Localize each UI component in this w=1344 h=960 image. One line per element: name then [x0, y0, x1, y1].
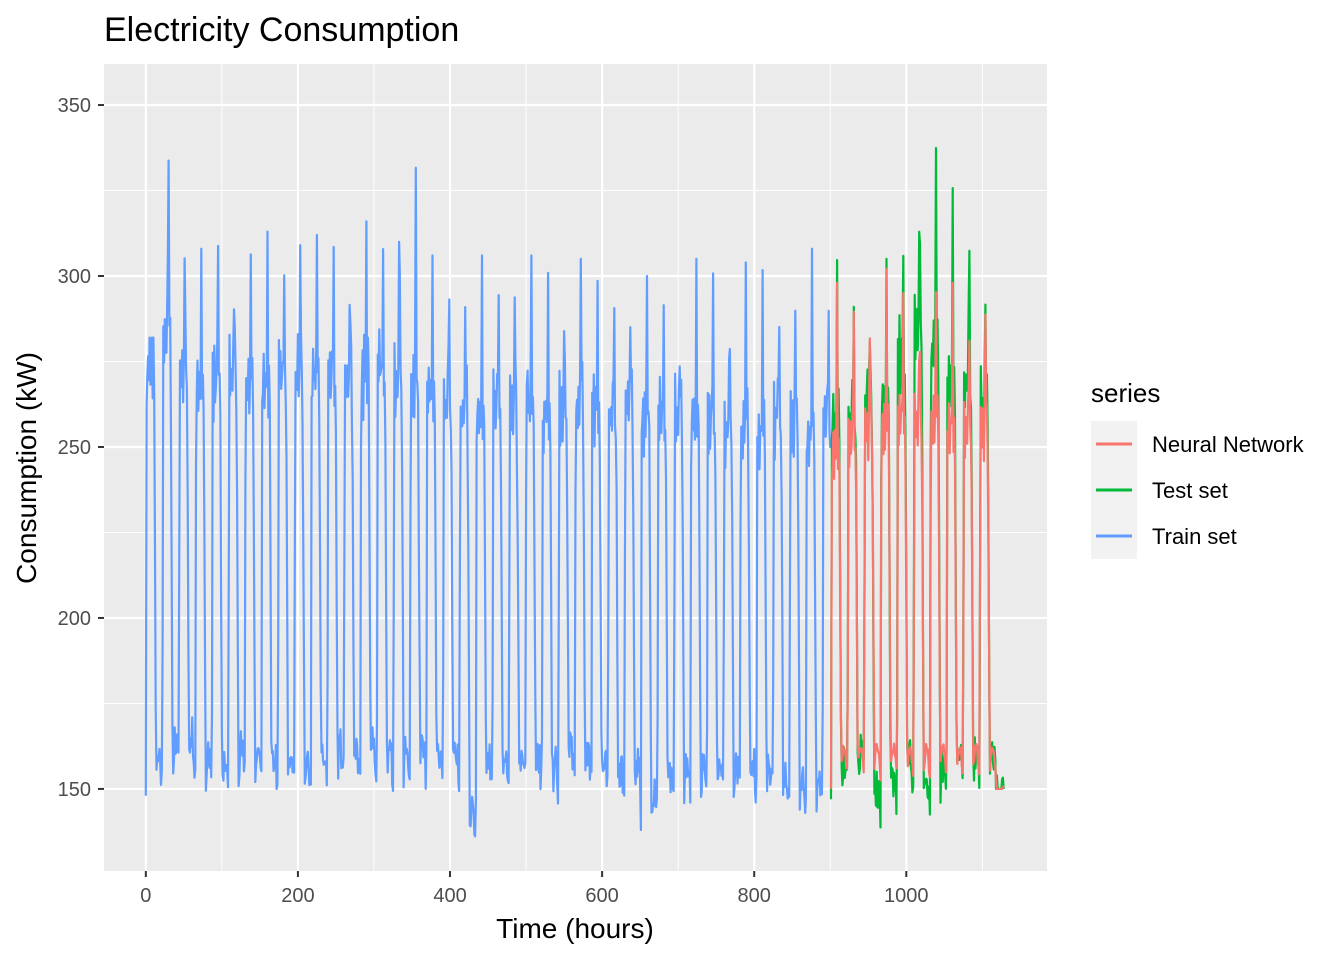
- legend-label-train-set: Train set: [1152, 524, 1237, 549]
- plot-panel: [104, 64, 1047, 871]
- legend-title: series: [1091, 378, 1160, 408]
- x-tick-label: 800: [738, 885, 771, 907]
- series-line-test-set: [829, 146, 1005, 829]
- x-axis-title: Time (hours): [496, 913, 654, 944]
- legend-label-test-set: Test set: [1152, 478, 1228, 503]
- y-tick-label: 150: [58, 779, 91, 801]
- x-tick-label: 200: [281, 885, 314, 907]
- x-tick-label: 1000: [884, 885, 929, 907]
- y-axis-title: Consumption (kW): [11, 352, 42, 584]
- y-tick-label: 300: [58, 266, 91, 288]
- x-tick-label: 600: [585, 885, 618, 907]
- series-layer: [144, 146, 1005, 838]
- y-tick-label: 200: [58, 608, 91, 630]
- y-tick-label: 350: [58, 95, 91, 117]
- x-tick-label: 0: [140, 885, 151, 907]
- legend-entries: Neural Network Test set Train set: [1091, 421, 1305, 559]
- y-tick-label: 250: [58, 437, 91, 459]
- x-axis: 0 200 400 600 800 1000: [140, 871, 929, 907]
- legend-label-neural-network: Neural Network: [1152, 432, 1305, 457]
- x-tick-label: 400: [433, 885, 466, 907]
- legend: series Neural Network Test set Train set: [1091, 378, 1305, 559]
- series-line-train-set: [144, 159, 832, 838]
- chart-title: Electricity Consumption: [104, 11, 459, 49]
- series-line-neural-network: [829, 268, 1005, 790]
- y-axis: 150 200 250 300 350: [58, 95, 104, 801]
